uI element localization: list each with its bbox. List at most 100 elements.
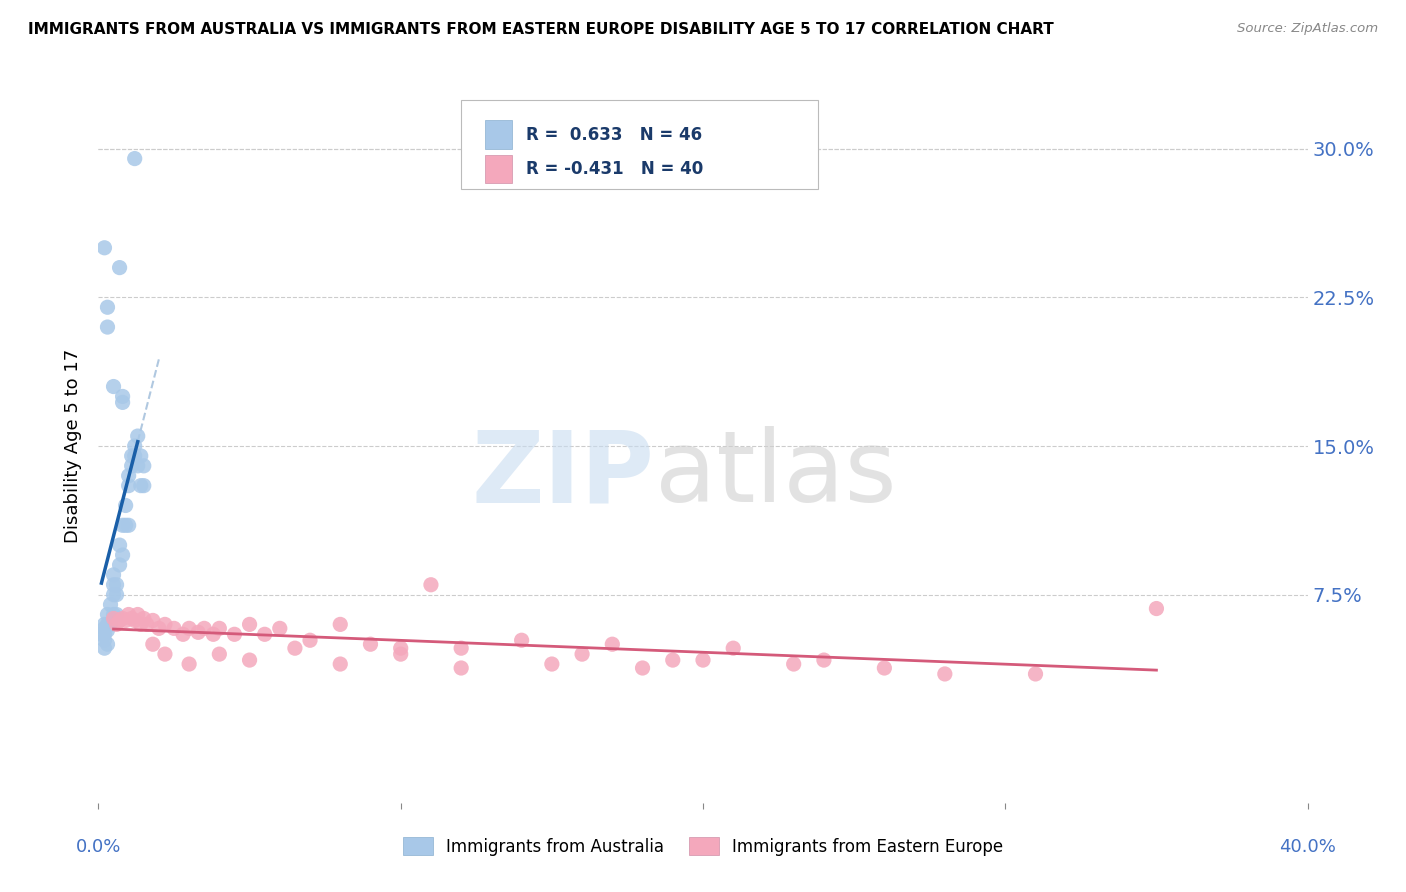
Point — [269, 621, 291, 635]
Point — [1024, 667, 1046, 681]
Point — [114, 518, 136, 533]
Point — [129, 449, 152, 463]
Point — [103, 578, 125, 592]
Point — [118, 607, 141, 622]
Point — [121, 611, 143, 625]
Point — [239, 653, 262, 667]
Point — [103, 379, 125, 393]
Text: IMMIGRANTS FROM AUSTRALIA VS IMMIGRANTS FROM EASTERN EUROPE DISABILITY AGE 5 TO : IMMIGRANTS FROM AUSTRALIA VS IMMIGRANTS … — [28, 22, 1054, 37]
Point — [132, 611, 155, 625]
Point — [96, 607, 118, 622]
Point — [450, 661, 472, 675]
Point — [202, 627, 225, 641]
Point — [253, 627, 276, 641]
Point — [631, 661, 654, 675]
Point — [93, 627, 115, 641]
Point — [1144, 601, 1167, 615]
Point — [118, 468, 141, 483]
Point — [284, 641, 307, 656]
Point — [163, 621, 186, 635]
Legend: Immigrants from Australia, Immigrants from Eastern Europe: Immigrants from Australia, Immigrants fr… — [396, 830, 1010, 863]
Point — [103, 607, 125, 622]
Point — [602, 637, 624, 651]
Text: 0.0%: 0.0% — [76, 838, 121, 856]
FancyBboxPatch shape — [485, 155, 512, 184]
Point — [132, 478, 155, 492]
Point — [179, 657, 201, 671]
Point — [172, 627, 194, 641]
Point — [105, 588, 128, 602]
Point — [114, 499, 136, 513]
Point — [100, 617, 122, 632]
Point — [389, 641, 412, 656]
Point — [103, 567, 125, 582]
Point — [153, 647, 176, 661]
Point — [148, 621, 170, 635]
Point — [93, 633, 115, 648]
Point — [329, 657, 352, 671]
Point — [510, 633, 533, 648]
Point — [114, 614, 136, 628]
Point — [118, 518, 141, 533]
Point — [135, 617, 157, 632]
Point — [121, 458, 143, 473]
Point — [723, 641, 745, 656]
Point — [111, 395, 134, 409]
Point — [142, 637, 165, 651]
Point — [111, 611, 134, 625]
Point — [813, 653, 835, 667]
Point — [96, 617, 118, 632]
Point — [108, 260, 131, 275]
Point — [90, 627, 112, 641]
FancyBboxPatch shape — [461, 100, 818, 189]
Text: atlas: atlas — [655, 426, 896, 523]
Point — [108, 538, 131, 552]
Point — [389, 647, 412, 661]
Point — [105, 607, 128, 622]
Point — [111, 518, 134, 533]
Point — [105, 617, 128, 632]
Point — [662, 653, 685, 667]
Point — [329, 617, 352, 632]
Point — [111, 389, 134, 403]
Point — [103, 611, 125, 625]
Point — [129, 617, 152, 632]
Point — [179, 621, 201, 635]
Point — [129, 478, 152, 492]
Point — [100, 598, 122, 612]
Point — [239, 617, 262, 632]
Point — [692, 653, 714, 667]
Text: R = -0.431   N = 40: R = -0.431 N = 40 — [526, 161, 704, 178]
Point — [208, 647, 231, 661]
Point — [124, 152, 146, 166]
Point — [105, 578, 128, 592]
Point — [127, 458, 149, 473]
Point — [224, 627, 246, 641]
Point — [193, 621, 215, 635]
Point — [108, 614, 131, 628]
Point — [124, 449, 146, 463]
Point — [103, 588, 125, 602]
Point — [93, 621, 115, 635]
Text: 40.0%: 40.0% — [1279, 838, 1336, 856]
Point — [93, 241, 115, 255]
Point — [124, 614, 146, 628]
Point — [127, 607, 149, 622]
Text: R =  0.633   N = 46: R = 0.633 N = 46 — [526, 126, 703, 144]
Point — [111, 548, 134, 562]
Text: Source: ZipAtlas.com: Source: ZipAtlas.com — [1237, 22, 1378, 36]
Point — [299, 633, 322, 648]
Point — [420, 578, 443, 592]
Point — [187, 625, 209, 640]
Point — [108, 558, 131, 572]
Point — [360, 637, 382, 651]
Point — [153, 617, 176, 632]
Point — [96, 300, 118, 314]
Point — [93, 641, 115, 656]
Point — [93, 617, 115, 632]
Point — [450, 641, 472, 656]
Point — [121, 449, 143, 463]
Point — [96, 637, 118, 651]
Text: ZIP: ZIP — [472, 426, 655, 523]
Point — [208, 621, 231, 635]
